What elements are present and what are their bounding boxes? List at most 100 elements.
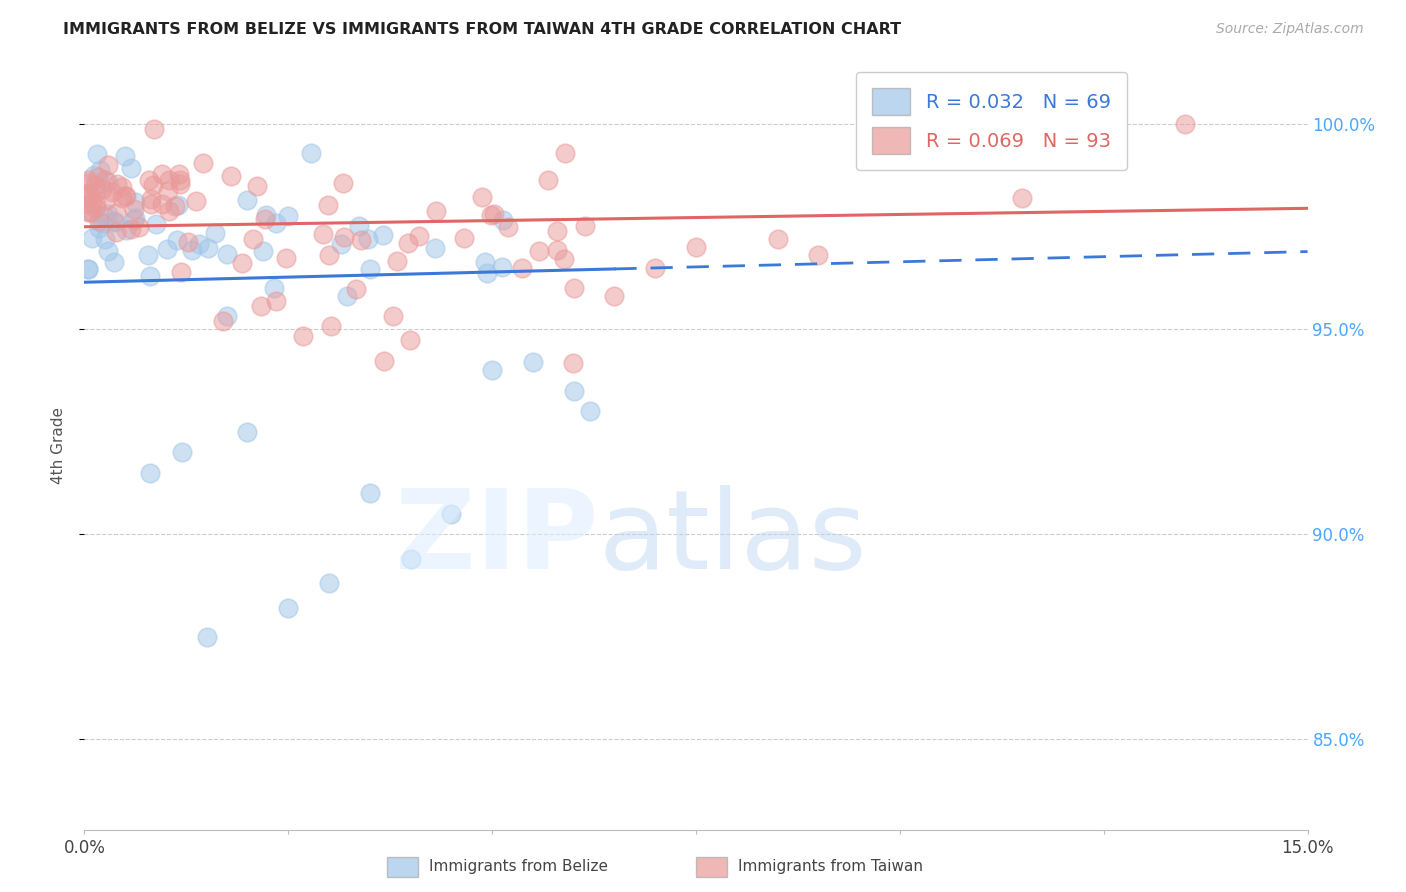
Point: [496, 219, 519, 234]
Point: [169, 173, 191, 187]
Point: [527, 244, 550, 258]
Point: [329, 237, 352, 252]
Point: [522, 355, 544, 369]
Point: [77, 186, 100, 200]
Point: [103, 214, 125, 228]
Point: [87, 220, 110, 235]
Point: [349, 219, 371, 233]
Point: [254, 208, 277, 222]
Point: [561, 356, 583, 370]
Point: [603, 289, 626, 303]
Point: [510, 260, 533, 275]
Point: [93, 173, 115, 187]
Point: [579, 404, 602, 418]
Point: [122, 212, 145, 227]
Point: [481, 363, 503, 377]
Point: [138, 466, 160, 480]
Point: [562, 281, 585, 295]
Point: [219, 169, 242, 184]
Point: [396, 236, 419, 251]
Text: IMMIGRANTS FROM BELIZE VS IMMIGRANTS FROM TAIWAN 4TH GRADE CORRELATION CHART: IMMIGRANTS FROM BELIZE VS IMMIGRANTS FRO…: [63, 22, 901, 37]
Point: [250, 299, 273, 313]
Point: [236, 425, 259, 439]
Point: [114, 149, 136, 163]
Point: [128, 220, 150, 235]
Point: [385, 253, 408, 268]
Point: [474, 254, 496, 268]
Point: [299, 145, 322, 160]
Point: [332, 177, 354, 191]
Point: [371, 227, 394, 242]
Point: [163, 199, 186, 213]
Point: [408, 228, 430, 243]
Point: [318, 198, 340, 212]
Point: [321, 318, 343, 333]
Point: [91, 182, 114, 196]
Point: [440, 507, 463, 521]
Point: [91, 216, 114, 230]
Point: [312, 227, 335, 241]
Point: [136, 248, 159, 262]
Point: [77, 261, 100, 276]
Point: [156, 184, 179, 198]
Point: [491, 213, 513, 227]
Point: [94, 232, 117, 246]
Point: [145, 217, 167, 231]
Text: ZIP: ZIP: [395, 484, 598, 591]
Point: [167, 167, 190, 181]
Point: [231, 255, 253, 269]
Point: [215, 247, 238, 261]
Point: [399, 551, 422, 566]
Point: [246, 179, 269, 194]
Point: [82, 195, 104, 210]
Point: [264, 294, 287, 309]
Point: [399, 333, 422, 347]
Point: [425, 203, 447, 218]
Point: [333, 230, 356, 244]
Point: [105, 206, 128, 220]
Point: [156, 242, 179, 256]
Point: [453, 231, 475, 245]
Point: [357, 232, 380, 246]
Point: [172, 445, 194, 459]
Point: [177, 235, 200, 249]
Point: [574, 219, 596, 234]
Point: [77, 187, 100, 202]
Point: [84, 184, 107, 198]
Point: [103, 255, 125, 269]
Point: [382, 309, 405, 323]
Point: [139, 197, 162, 211]
Point: [77, 173, 100, 187]
Point: [186, 194, 208, 208]
Point: [120, 161, 142, 176]
Point: [97, 207, 120, 221]
Point: [359, 486, 381, 500]
Point: [84, 201, 107, 215]
Point: [138, 172, 160, 186]
Point: [546, 224, 568, 238]
Point: [491, 260, 513, 274]
Point: [139, 268, 162, 283]
Point: [120, 221, 142, 235]
Point: [166, 198, 188, 212]
Point: [86, 197, 108, 211]
Point: [644, 260, 666, 275]
Point: [115, 223, 138, 237]
Point: [537, 173, 560, 187]
Point: [204, 227, 226, 241]
Point: [157, 173, 180, 187]
Point: [104, 214, 127, 228]
Point: [101, 185, 124, 199]
Point: [562, 384, 585, 398]
Point: [170, 265, 193, 279]
Point: [124, 194, 146, 209]
Point: [766, 232, 789, 246]
Point: [242, 232, 264, 246]
Point: [141, 192, 163, 206]
Text: atlas: atlas: [598, 484, 866, 591]
Point: [197, 241, 219, 255]
Point: [150, 167, 173, 181]
Point: [142, 122, 165, 136]
Point: [79, 204, 101, 219]
Point: [87, 214, 110, 228]
